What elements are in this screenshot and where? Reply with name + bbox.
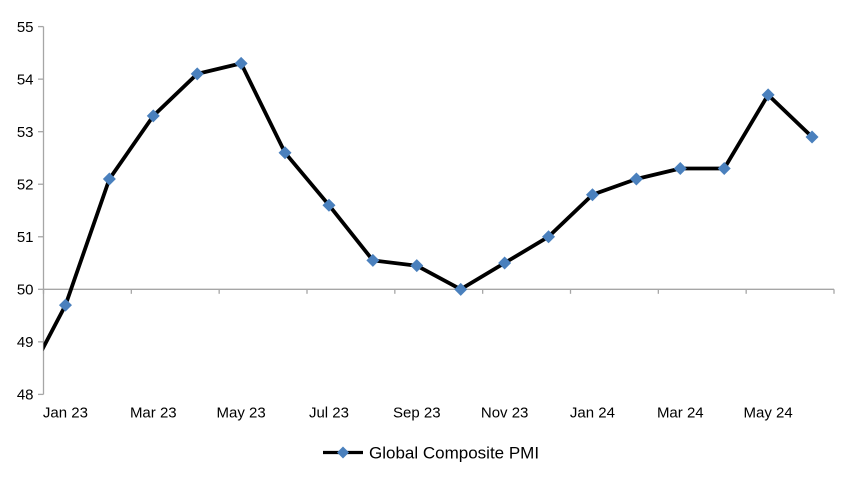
x-axis-tick-label: Mar 24 (657, 405, 704, 422)
data-point-marker (234, 56, 248, 70)
x-axis-tick-label: May 23 (217, 405, 266, 422)
data-point-marker (498, 256, 512, 270)
data-point-marker (146, 109, 160, 123)
x-axis-tick-label: Jul 23 (309, 405, 349, 422)
data-point-marker (58, 298, 72, 312)
legend: Global Composite PMI (323, 444, 539, 463)
data-point-marker (454, 282, 468, 296)
x-axis-tick-label: Sep 23 (393, 405, 441, 422)
y-axis-tick-label: 50 (17, 282, 34, 299)
x-axis-labels: Jan 23 Mar 23 May 23 Jul 23 Sep 23 Nov 23 Jan … (43, 405, 793, 422)
y-axis-tick-label: 49 (17, 334, 34, 351)
x-axis-tick-label: Nov 23 (481, 405, 529, 422)
x-axis (42, 288, 835, 294)
data-point-marker (805, 130, 819, 144)
data-point-marker (410, 259, 424, 273)
data-point-marker (717, 161, 731, 175)
y-axis-tick-label: 48 (17, 387, 34, 404)
data-point-marker (542, 230, 556, 244)
series-line (43, 61, 814, 352)
data-point-marker (366, 253, 380, 267)
y-axis-tick-label: 55 (17, 19, 34, 36)
data-point-marker (190, 67, 204, 81)
y-axis-tick-label: 52 (17, 177, 34, 194)
y-axis: 48 49 50 51 52 53 54 55 (17, 19, 45, 404)
pmi-series (43, 56, 819, 352)
x-axis-tick-label: May 24 (744, 405, 793, 422)
legend-marker-icon (337, 446, 349, 459)
x-axis-tick-label: Jan 23 (43, 405, 88, 422)
data-point-marker (278, 146, 292, 160)
data-point-marker (761, 88, 775, 102)
y-axis-tick-label: 54 (17, 71, 34, 88)
data-point-marker (585, 188, 599, 202)
x-axis-tick-label: Jan 24 (570, 405, 615, 422)
y-axis-tick-label: 53 (17, 124, 34, 141)
y-axis-tick-label: 51 (17, 229, 34, 246)
data-point-marker (673, 161, 687, 175)
data-point-marker (102, 172, 116, 186)
data-point-marker (629, 172, 643, 186)
legend-entry-label: Global Composite PMI (369, 444, 539, 463)
x-axis-tick-label: Mar 23 (130, 405, 177, 422)
data-point-marker (322, 198, 336, 212)
